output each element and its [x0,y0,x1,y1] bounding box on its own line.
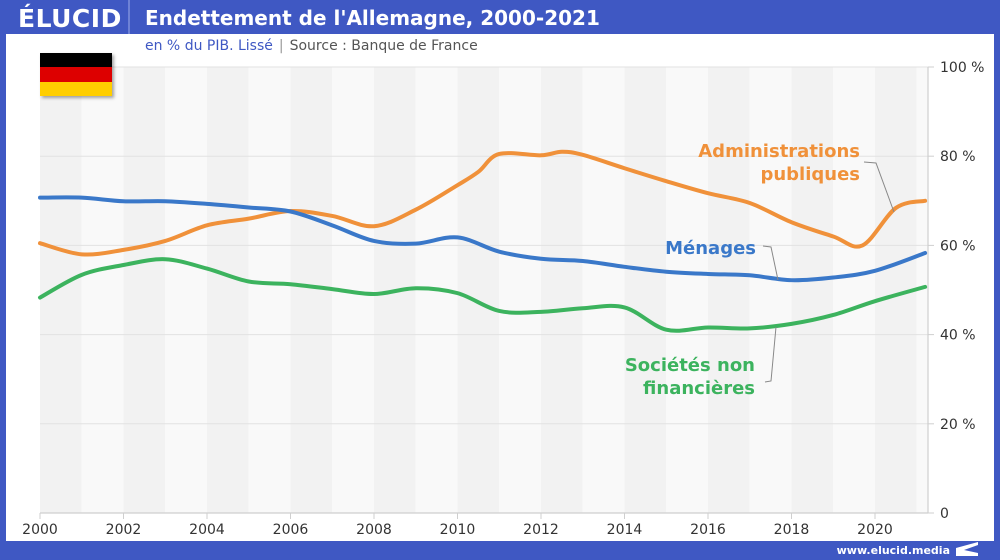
year-band [457,67,500,513]
year-band [207,67,249,513]
year-band [791,67,834,513]
elucid-logo: ÉLUCID [18,4,122,33]
elucid-mark-icon [956,542,978,556]
year-band [749,67,792,513]
subtitle-unit: en % du PIB. Lissé [145,38,273,54]
year-band [624,67,667,513]
x-tick-label: 2014 [607,522,643,538]
x-tick-label: 2012 [523,522,559,538]
year-band [582,67,625,513]
x-tick-label: 2018 [774,522,810,538]
label-societes-non-financieres: Sociétés non [625,355,755,376]
leader-line [863,161,895,213]
germany-flag-icon [40,53,112,96]
year-band [833,67,875,513]
leader-line [762,245,779,281]
x-tick-label: 2020 [857,522,893,538]
year-band [499,67,541,513]
series-line-administrations-publiques [38,149,928,257]
y-tick-label: 20 % [940,417,976,433]
x-tick-label: 2010 [440,522,476,538]
header-bar: ÉLUCID Endettement de l'Allemagne, 2000-… [0,0,1000,34]
year-band [541,67,583,513]
leader-line [764,326,777,383]
flag-stripe [40,67,112,82]
x-tick-label: 2000 [22,522,58,538]
flag-stripe [40,53,112,68]
y-tick-label: 100 % [940,60,984,76]
year-band [81,67,124,513]
header-divider [128,0,130,34]
year-band [165,67,207,513]
label-menages: Ménages [665,238,756,259]
series-line-societes-non-financieres [38,257,928,333]
year-band [40,67,82,513]
label-administrations-publiques: Administrations [698,141,860,162]
y-tick-label: 40 % [940,328,976,344]
year-band [666,67,708,513]
year-band [916,67,928,513]
chart-subtitle: en % du PIB. Lissé | Source : Banque de Fr… [145,38,478,54]
series-line-menages [38,195,928,283]
label-societes-non-financieres: financières [643,378,755,399]
flag-stripe [40,81,112,96]
x-tick-label: 2006 [273,522,309,538]
x-tick-label: 2016 [690,522,726,538]
y-tick-label: 80 % [940,149,976,165]
year-band [708,67,750,513]
y-tick-label: 60 % [940,238,976,254]
x-tick-label: 2008 [356,522,392,538]
subtitle-source: Source : Banque de France [289,38,478,54]
x-tick-label: 2004 [189,522,225,538]
footer-url[interactable]: www.elucid.media [836,544,950,557]
label-administrations-publiques: publiques [760,164,860,185]
x-tick-label: 2002 [106,522,142,538]
subtitle-separator: | [278,38,284,54]
y-tick-label: 0 [940,506,949,522]
chart-title: Endettement de l'Allemagne, 2000-2021 [145,6,600,30]
year-band [248,67,291,513]
year-band [123,67,166,513]
